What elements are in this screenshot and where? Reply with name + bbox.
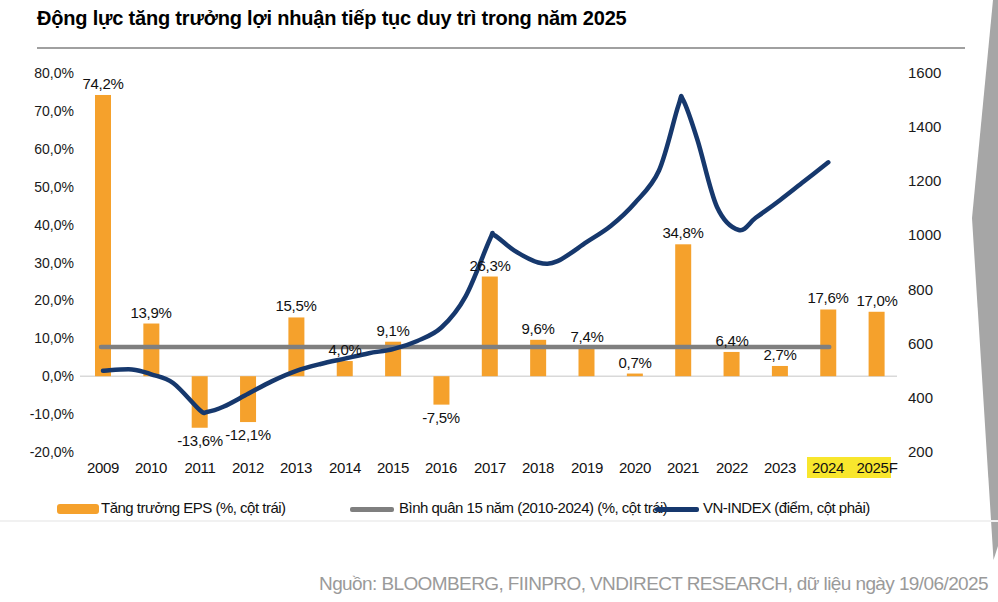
eps-bar: [143, 324, 159, 377]
decorative-blade-shape: [972, 0, 998, 560]
eps-bar: [337, 361, 353, 376]
left-axis-tick: -20,0%: [12, 443, 74, 461]
bar-value-label: 17,0%: [839, 292, 915, 310]
eps-bar: [579, 348, 595, 376]
vnindex-legend-label: VN-INDEX (điểm, cột phải): [703, 499, 870, 516]
left-axis-tick: 10,0%: [12, 329, 74, 347]
bar-value-label: 4,0%: [307, 341, 383, 359]
right-axis-tick: 200: [908, 443, 968, 461]
left-axis-tick: -10,0%: [12, 405, 74, 423]
source-note: Nguồn: BLOOMBERG, FIINPRO, VNDIRECT RESE…: [8, 573, 988, 595]
eps-bar: [820, 309, 836, 376]
left-axis-tick: 20,0%: [12, 291, 74, 309]
eps-bar: [724, 352, 740, 376]
bar-value-label: 9,1%: [355, 322, 431, 340]
right-axis-tick: 1400: [908, 118, 968, 136]
left-axis-tick: 50,0%: [12, 178, 74, 196]
bar-value-label: 7,4%: [549, 328, 625, 346]
vnindex-line-legend-swatch: [655, 507, 699, 512]
vnindex-line: [103, 96, 828, 413]
right-axis-tick: 400: [908, 389, 968, 407]
left-axis-tick: 30,0%: [12, 254, 74, 272]
right-axis-tick: 1000: [908, 226, 968, 244]
eps-bar: [869, 312, 885, 376]
x-axis-label-highlighted-part: 2025: [856, 458, 888, 477]
average-legend-label: Bình quân 15 năm (2010-2024) (%, cột trá…: [399, 499, 667, 516]
bar-value-label: 0,7%: [597, 354, 673, 372]
right-axis-tick: 1200: [908, 172, 968, 190]
x-axis-label: 2025F: [842, 459, 912, 476]
left-axis-tick: 40,0%: [12, 216, 74, 234]
bar-value-label: 15,5%: [258, 297, 334, 315]
eps-bar: [482, 277, 498, 377]
bar-value-label: 26,3%: [452, 257, 528, 275]
average-line-legend-swatch: [350, 507, 394, 512]
right-axis-tick: 1600: [908, 64, 968, 82]
eps-bar: [772, 366, 788, 376]
slide-chart-page: Động lực tăng trưởng lợi nhuận tiếp tục …: [0, 0, 998, 602]
eps-bar: [627, 374, 643, 377]
right-axis-tick: 600: [908, 335, 968, 353]
bar-value-label: 74,2%: [65, 75, 141, 93]
bottom-divider: [0, 520, 998, 522]
left-axis-tick: 70,0%: [12, 102, 74, 120]
bar-value-label: -12,1%: [210, 426, 286, 444]
right-axis-tick: 800: [908, 281, 968, 299]
bar-value-label: 2,7%: [742, 346, 818, 364]
eps-bar-legend-swatch: [57, 504, 99, 514]
eps-bar: [433, 376, 449, 404]
bar-value-label: 34,8%: [645, 224, 721, 242]
eps-bar: [675, 244, 691, 376]
bar-value-label: -7,5%: [403, 409, 479, 427]
bar-value-label: 13,9%: [113, 304, 189, 322]
left-axis-tick: 0,0%: [12, 367, 74, 385]
eps-bar: [95, 95, 111, 376]
left-axis-tick: 60,0%: [12, 140, 74, 158]
eps-legend-label: Tăng trưởng EPS (%, cột trái): [101, 499, 286, 516]
